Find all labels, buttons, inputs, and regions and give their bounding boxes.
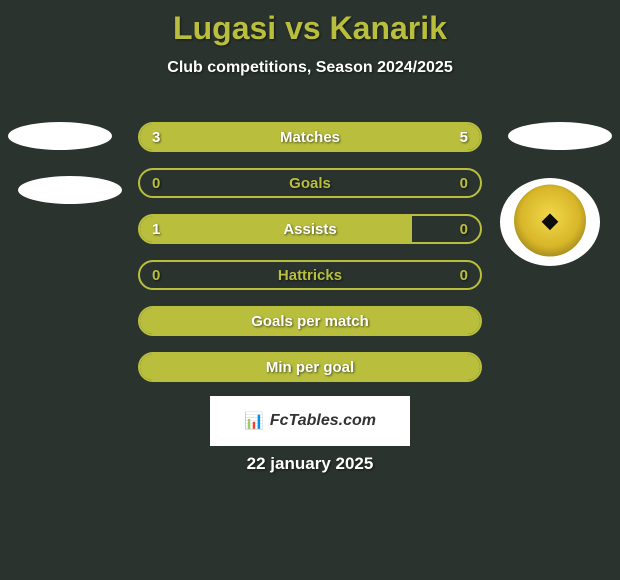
stat-value-right: 5 (460, 124, 468, 150)
watermark: 📊 FcTables.com (210, 396, 410, 446)
stat-row: Min per goal (138, 352, 482, 382)
stat-row: Hattricks0 0 (138, 260, 482, 290)
stat-label: Hattricks (140, 262, 480, 288)
player-left-badge-2 (18, 176, 122, 204)
stat-value-right: 0 (460, 216, 468, 242)
stat-value-left: 3 (152, 124, 160, 150)
player-right-badge-1 (508, 122, 612, 150)
page-subtitle: Club competitions, Season 2024/2025 (0, 59, 620, 77)
stat-value-left: 0 (152, 262, 160, 288)
stat-fill-right (268, 124, 481, 150)
stat-row: Matches35 (138, 122, 482, 152)
crest-emblem: ◆ (514, 185, 586, 257)
stat-label: Goals (140, 170, 480, 196)
diamond-icon: ◆ (542, 208, 559, 234)
stats-container: Matches35Goals00Assists10Hattricks00Goal… (138, 122, 482, 398)
page-title: Lugasi vs Kanarik (0, 0, 620, 47)
stat-row: Goals per match (138, 306, 482, 336)
stat-value-right: 0 (460, 170, 468, 196)
player-left-badge-1 (8, 122, 112, 150)
stat-value-left: 0 (152, 170, 160, 196)
stat-value-left: 1 (152, 216, 160, 242)
stat-fill-left (140, 308, 480, 334)
watermark-text: FcTables.com (270, 412, 376, 430)
date-label: 22 january 2025 (0, 454, 620, 474)
player-right-crest: ◆ (500, 178, 600, 266)
stat-row: Assists10 (138, 214, 482, 244)
stat-row: Goals0 0 (138, 168, 482, 198)
stat-value-right: 0 (460, 262, 468, 288)
chart-icon: 📊 (244, 411, 264, 431)
stat-fill-left (140, 354, 480, 380)
stat-fill-left (140, 216, 412, 242)
